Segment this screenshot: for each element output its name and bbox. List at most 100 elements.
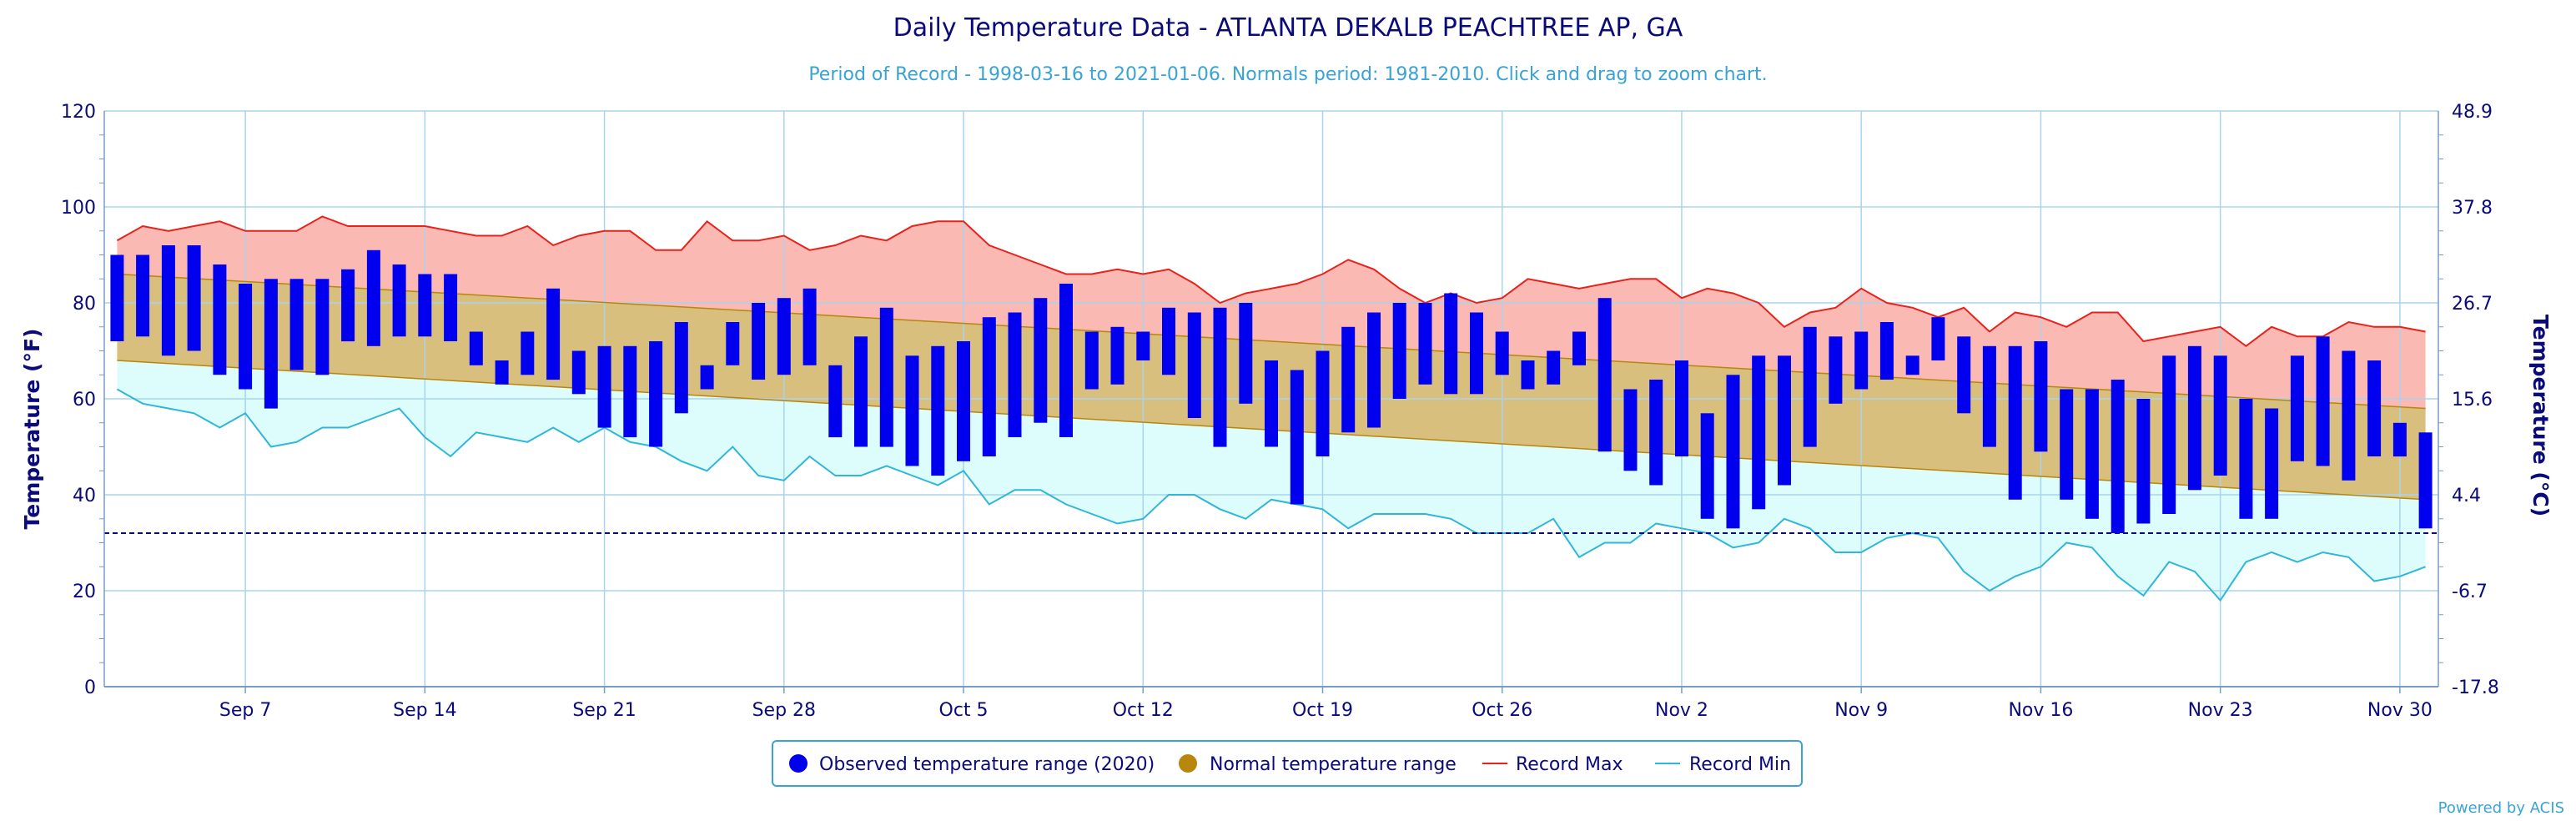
observed-bar[interactable] [1084, 331, 1099, 390]
observed-bar[interactable] [187, 245, 201, 351]
observed-bar[interactable] [2418, 432, 2433, 529]
observed-bar[interactable] [1392, 303, 1406, 399]
observed-bar[interactable] [1162, 307, 1175, 375]
observed-bar[interactable] [239, 284, 253, 390]
observed-bar[interactable] [2187, 345, 2201, 491]
observed-bar[interactable] [392, 264, 406, 337]
observed-bar[interactable] [264, 279, 278, 409]
observed-bar[interactable] [2342, 350, 2356, 481]
observed-bar[interactable] [1290, 370, 1304, 505]
observed-bar[interactable] [1008, 312, 1022, 438]
observed-bar[interactable] [1110, 326, 1124, 385]
observed-bar[interactable] [1239, 303, 1253, 404]
observed-bar[interactable] [700, 365, 714, 390]
observed-bar[interactable] [1547, 350, 1561, 385]
observed-bar[interactable] [879, 307, 893, 447]
observed-bar[interactable] [495, 360, 509, 385]
observed-bar[interactable] [2008, 345, 2022, 500]
observed-bar[interactable] [1597, 298, 1612, 452]
observed-bar[interactable] [674, 322, 688, 414]
observed-bar[interactable] [752, 303, 766, 380]
observed-bar[interactable] [1854, 331, 1869, 390]
observed-bar[interactable] [1470, 312, 1483, 395]
observed-bar[interactable] [957, 341, 970, 461]
observed-bar[interactable] [444, 274, 458, 342]
observed-bar[interactable] [2239, 399, 2253, 519]
observed-bar[interactable] [1495, 331, 1509, 375]
observed-bar[interactable] [623, 345, 637, 438]
observed-bar[interactable] [1803, 326, 1817, 447]
observed-bar[interactable] [2162, 355, 2176, 514]
observed-bar[interactable] [2111, 380, 2125, 533]
legend[interactable]: Observed temperature range (2020) Normal… [772, 740, 1803, 787]
observed-bar[interactable] [2213, 355, 2227, 476]
observed-bar[interactable] [1623, 389, 1638, 471]
observed-bar[interactable] [649, 341, 663, 447]
legend-record-min-label[interactable]: Record Min [1689, 754, 1791, 775]
observed-bar[interactable] [161, 245, 175, 356]
observed-bar[interactable] [597, 345, 611, 428]
observed-bar[interactable] [1034, 298, 1048, 423]
observed-bar[interactable] [777, 298, 791, 375]
observed-bar[interactable] [110, 254, 124, 342]
observed-bar[interactable] [1059, 284, 1073, 437]
observed-bar[interactable] [1752, 355, 1766, 510]
observed-bar[interactable] [1931, 317, 1945, 360]
observed-bar[interactable] [1879, 322, 1894, 380]
observed-bar[interactable] [1444, 293, 1458, 395]
credit-link[interactable]: Powered by ACIS [2438, 799, 2564, 817]
observed-bar[interactable] [931, 345, 945, 476]
legend-record-max-label[interactable]: Record Max [1516, 754, 1623, 775]
legend-normal-label[interactable]: Normal temperature range [1210, 754, 1457, 775]
observed-bar[interactable] [1572, 331, 1586, 365]
observed-bar[interactable] [2265, 408, 2279, 519]
observed-bar[interactable] [341, 269, 355, 342]
observed-bar[interactable] [213, 264, 227, 375]
observed-bar[interactable] [1778, 355, 1791, 486]
observed-bar[interactable] [546, 288, 561, 380]
observed-bar[interactable] [366, 249, 380, 346]
observed-bar[interactable] [2367, 360, 2382, 456]
observed-bars[interactable] [110, 245, 2433, 533]
observed-bar[interactable] [1649, 380, 1663, 486]
observed-bar[interactable] [418, 274, 432, 337]
observed-bar[interactable] [1982, 345, 1996, 447]
observed-bar[interactable] [521, 331, 535, 375]
observed-bar[interactable] [1700, 413, 1714, 519]
observed-bar[interactable] [2290, 355, 2304, 461]
observed-bar[interactable] [982, 317, 996, 456]
y-tick-label-left: 60 [73, 390, 96, 410]
observed-bar[interactable] [289, 279, 304, 370]
observed-bar[interactable] [315, 279, 330, 375]
observed-bar[interactable] [2392, 422, 2407, 457]
observed-bar[interactable] [469, 331, 483, 365]
observed-bar[interactable] [828, 365, 843, 438]
observed-bar[interactable] [1367, 312, 1381, 428]
observed-bar[interactable] [905, 355, 919, 466]
observed-bar[interactable] [1316, 350, 1330, 457]
observed-bar[interactable] [2136, 399, 2151, 524]
observed-bar[interactable] [571, 350, 586, 395]
observed-bar[interactable] [136, 254, 150, 337]
observed-bar[interactable] [1187, 312, 1201, 419]
observed-bar[interactable] [854, 336, 868, 447]
observed-bar[interactable] [1341, 326, 1356, 433]
observed-bar[interactable] [1418, 303, 1432, 385]
observed-bar[interactable] [1675, 360, 1688, 456]
legend-observed-label[interactable]: Observed temperature range (2020) [819, 754, 1155, 775]
observed-bar[interactable] [1265, 360, 1278, 447]
observed-bar[interactable] [1213, 307, 1227, 447]
observed-bar[interactable] [1829, 336, 1843, 404]
observed-bar[interactable] [2085, 389, 2099, 519]
observed-bar[interactable] [1521, 360, 1535, 390]
observed-bar[interactable] [2060, 389, 2074, 500]
observed-bar[interactable] [1905, 355, 1919, 375]
observed-bar[interactable] [726, 322, 740, 365]
observed-bar[interactable] [1726, 375, 1740, 529]
observed-bar[interactable] [1957, 336, 1971, 414]
observed-bar[interactable] [2316, 336, 2330, 466]
observed-bar[interactable] [1136, 331, 1150, 361]
observed-bar[interactable] [2034, 341, 2048, 452]
observed-bar[interactable] [802, 288, 817, 365]
